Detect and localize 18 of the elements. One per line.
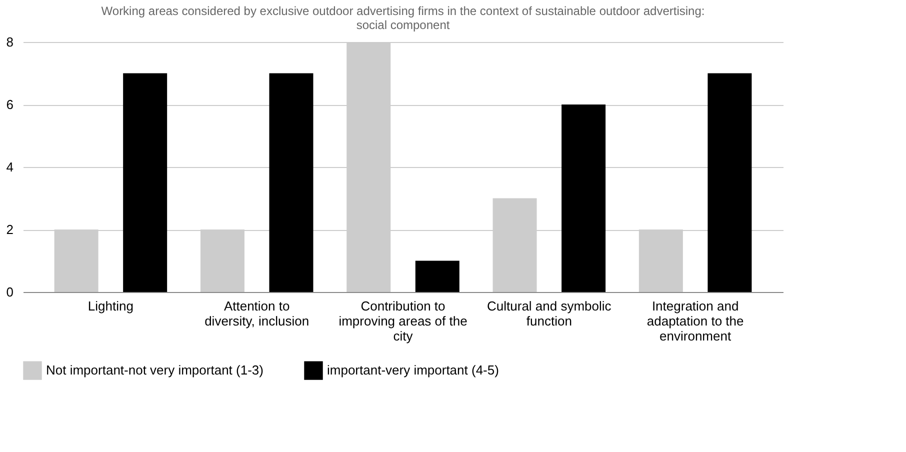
x-tick-label: Integration and adaptation to the environment	[646, 298, 744, 344]
bar	[269, 73, 314, 292]
x-tick-label: Attention to diversity, inclusion	[204, 298, 310, 328]
legend-label: important-very important (4-5)	[327, 362, 499, 378]
chart-title: Working areas considered by exclusive outdoor advertising firms in the context of sustainable outdoor advertising: social component	[101, 4, 705, 32]
x-tick-label: Lighting	[88, 298, 134, 314]
y-tick-label: 8	[6, 34, 14, 50]
y-tick-label: 0	[6, 284, 14, 300]
y-tick-label: 4	[6, 160, 14, 174]
bar	[415, 260, 460, 292]
legend-label: Not important-not very important (1-3)	[46, 362, 264, 378]
bar	[708, 73, 752, 292]
x-tick-label: Cultural and symbolic function	[487, 298, 612, 328]
y-tick-label: 6	[6, 97, 14, 112]
y-tick-label: 2	[6, 222, 14, 237]
x-tick-label: Contribution to improving areas of the city	[338, 298, 468, 344]
bar	[123, 73, 168, 292]
bar	[562, 104, 606, 292]
